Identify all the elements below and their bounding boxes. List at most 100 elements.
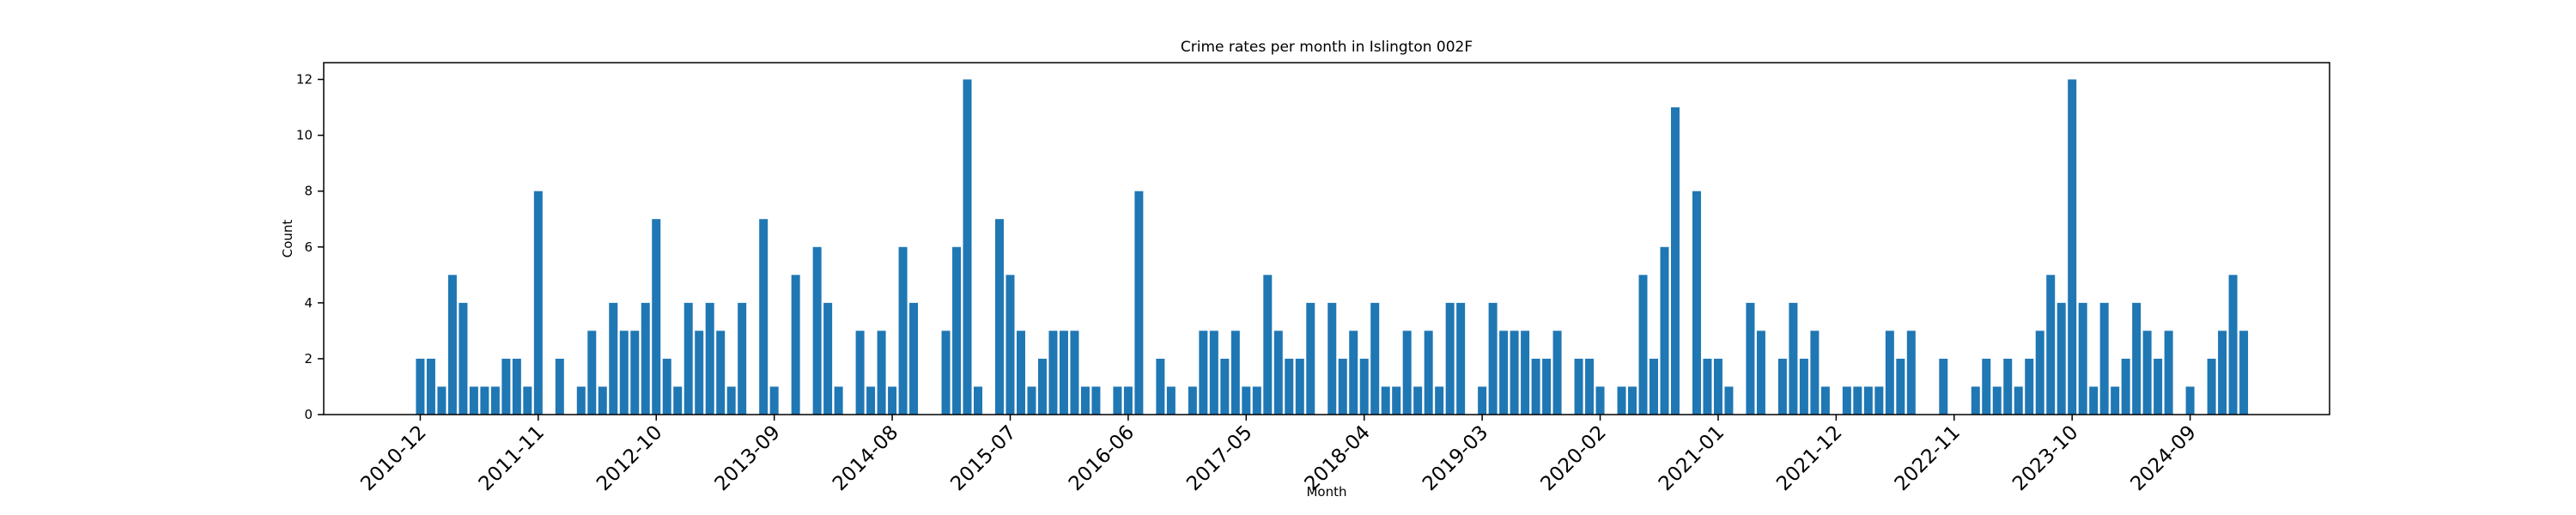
bar xyxy=(1359,358,1369,415)
bar xyxy=(459,302,468,415)
bar xyxy=(1896,358,1905,415)
bar xyxy=(1692,191,1701,415)
bar xyxy=(1027,386,1036,415)
bar xyxy=(1295,358,1304,415)
bar xyxy=(974,386,983,415)
bar xyxy=(501,358,511,415)
bar xyxy=(683,302,693,415)
bar xyxy=(1134,191,1144,415)
bar xyxy=(2142,330,2152,415)
y-tick-label: 8 xyxy=(304,184,313,199)
bar xyxy=(866,386,876,415)
bar xyxy=(1799,358,1808,415)
bar xyxy=(2228,275,2238,415)
bar xyxy=(1756,330,1765,415)
bar xyxy=(576,386,586,415)
bar xyxy=(1874,386,1884,415)
bar xyxy=(705,302,714,415)
bar xyxy=(641,302,650,415)
bar xyxy=(1789,302,1798,415)
bar xyxy=(1070,330,1079,415)
bar xyxy=(2046,275,2056,415)
bar xyxy=(1628,386,1637,415)
bar xyxy=(609,302,618,415)
bar xyxy=(426,358,435,415)
bar xyxy=(2218,330,2227,415)
bar xyxy=(1080,386,1090,415)
x-tick-label: 2021-01 xyxy=(1655,421,1728,495)
bar xyxy=(437,386,447,415)
y-tick-label: 2 xyxy=(304,351,313,367)
bar xyxy=(1037,358,1047,415)
bar xyxy=(1199,330,1208,415)
x-tick-label: 2020-02 xyxy=(1536,421,1610,495)
bar xyxy=(598,386,607,415)
x-tick-label: 2017-05 xyxy=(1182,421,1256,495)
bar xyxy=(1670,107,1680,415)
bar xyxy=(1435,386,1444,415)
bar xyxy=(1595,386,1605,415)
x-tick-label: 2023-10 xyxy=(2008,421,2082,495)
bar xyxy=(1285,358,1294,415)
bar xyxy=(447,275,457,415)
bar xyxy=(1156,358,1165,415)
bar xyxy=(1499,330,1509,415)
bar xyxy=(1091,386,1101,415)
y-axis-label: Count xyxy=(280,220,295,258)
bar xyxy=(416,358,425,415)
bar xyxy=(555,358,564,415)
bar xyxy=(2068,79,2077,415)
y-tick-label: 10 xyxy=(296,128,313,143)
bar xyxy=(1863,386,1873,415)
bar xyxy=(1820,386,1830,415)
x-tick-label: 2024-09 xyxy=(2127,421,2201,495)
bar xyxy=(1853,386,1862,415)
bar xyxy=(2025,358,2034,415)
y-tick-label: 0 xyxy=(304,407,313,422)
bar xyxy=(1585,358,1595,415)
x-axis-label: Month xyxy=(1306,484,1346,500)
bar xyxy=(1306,302,1315,415)
bar xyxy=(1521,330,1530,415)
bar xyxy=(1327,302,1337,415)
bar xyxy=(2121,358,2130,415)
bar xyxy=(2057,302,2066,415)
bar xyxy=(630,330,640,415)
bar xyxy=(2185,386,2195,415)
bar xyxy=(823,302,833,415)
x-tick-label: 2010-12 xyxy=(356,421,430,495)
bar xyxy=(1638,275,1648,415)
bar xyxy=(1939,358,1948,415)
bar xyxy=(1542,358,1552,415)
bar xyxy=(1777,358,1787,415)
x-tick-label: 2011-11 xyxy=(475,421,549,495)
bar xyxy=(1842,386,1851,415)
bar xyxy=(1402,330,1412,415)
bar xyxy=(963,79,972,415)
bar xyxy=(1413,386,1423,415)
bar xyxy=(1113,386,1122,415)
bar xyxy=(1263,275,1273,415)
x-tick-label: 2013-09 xyxy=(711,421,785,495)
bar xyxy=(587,330,597,415)
x-tick-label: 2021-12 xyxy=(1772,421,1846,495)
bar xyxy=(1992,386,2002,415)
bar xyxy=(512,358,521,415)
bar xyxy=(1445,302,1455,415)
bar xyxy=(1381,386,1390,415)
bar xyxy=(909,302,919,415)
bar xyxy=(834,386,843,415)
bar xyxy=(1746,302,1755,415)
bar xyxy=(1617,386,1626,415)
bar xyxy=(2003,358,2013,415)
bar xyxy=(480,386,489,415)
bar xyxy=(855,330,865,415)
bar xyxy=(898,246,908,415)
bar xyxy=(1188,386,1197,415)
bar xyxy=(759,219,769,415)
bar xyxy=(533,191,543,415)
bar xyxy=(1242,386,1251,415)
bar xyxy=(1531,358,1540,415)
bar xyxy=(888,386,897,415)
